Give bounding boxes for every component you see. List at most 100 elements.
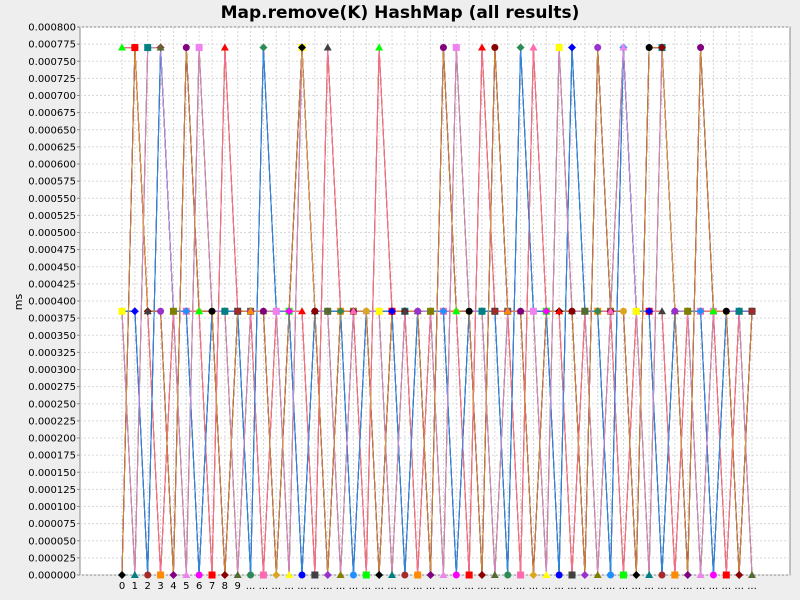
data-point	[362, 571, 370, 579]
x-tick-label: ...	[374, 581, 384, 592]
y-tick-label: 0.000025	[28, 553, 76, 564]
data-point	[490, 571, 499, 578]
data-point	[400, 307, 409, 315]
y-tick-label: 0.000325	[28, 348, 76, 359]
data-point	[221, 307, 229, 315]
data-point	[709, 571, 717, 579]
data-point	[285, 307, 294, 316]
y-tick-label: 0.000050	[28, 536, 76, 547]
x-tick-label: ...	[297, 581, 307, 592]
data-point	[671, 571, 679, 579]
data-point	[452, 571, 460, 579]
data-point	[684, 307, 692, 315]
data-point	[555, 571, 563, 579]
data-point	[388, 307, 396, 316]
data-point	[452, 44, 460, 52]
data-point	[169, 571, 178, 579]
x-tick-label: ...	[246, 581, 256, 592]
x-tick-label: ...	[310, 581, 320, 592]
y-tick-label: 0.000750	[28, 57, 76, 68]
data-point	[208, 307, 216, 315]
y-tick-label: 0.000275	[28, 382, 76, 393]
data-point	[439, 307, 448, 316]
data-point	[465, 307, 473, 315]
y-tick-label: 0.000225	[28, 416, 76, 427]
data-point	[504, 571, 512, 579]
x-tick-label: ...	[439, 581, 449, 592]
data-point	[529, 571, 538, 579]
data-point	[658, 43, 666, 52]
x-tick-label: 2	[145, 581, 151, 592]
data-point	[130, 571, 139, 578]
x-tick-label: ...	[529, 581, 539, 592]
data-point	[645, 571, 654, 578]
y-tick-label: 0.000775	[28, 40, 76, 51]
data-point	[272, 307, 280, 315]
y-tick-label: 0.000600	[28, 160, 76, 171]
series-line	[121, 47, 753, 576]
data-point	[401, 571, 409, 579]
data-point	[697, 44, 705, 52]
x-tick-label: ...	[400, 581, 410, 592]
x-tick-label: 1	[132, 581, 138, 592]
data-point	[465, 571, 473, 579]
data-point	[683, 571, 692, 579]
data-point	[478, 43, 486, 51]
data-point	[233, 571, 242, 578]
y-tick-label: 0.000700	[28, 91, 76, 102]
data-point	[375, 307, 383, 315]
data-point	[259, 307, 267, 315]
data-point	[324, 307, 332, 315]
data-point	[182, 44, 190, 52]
y-tick-label: 0.000300	[28, 365, 76, 376]
data-point	[555, 44, 563, 52]
data-point	[568, 43, 576, 52]
x-tick-label: ...	[747, 581, 757, 592]
x-tick-label: 4	[170, 581, 176, 592]
data-point	[118, 571, 126, 579]
x-tick-label: ...	[734, 581, 744, 592]
x-tick-label: ...	[696, 581, 706, 592]
x-tick-label: 9	[235, 581, 241, 592]
data-point	[156, 43, 165, 51]
data-point	[143, 307, 152, 315]
data-point	[478, 571, 486, 579]
y-tick-label: 0.000475	[28, 245, 76, 256]
x-tick-label: ...	[632, 581, 642, 592]
x-tick-label: ...	[387, 581, 397, 592]
data-point	[182, 571, 191, 578]
data-point	[645, 307, 654, 316]
x-tick-label: ...	[362, 581, 372, 592]
y-axis-label: ms	[12, 294, 25, 311]
x-tick-label: 8	[222, 581, 228, 592]
data-point	[157, 571, 165, 579]
x-tick-label: ...	[503, 581, 513, 592]
chart-title: Map.remove(K) HashMap (all results)	[220, 3, 580, 23]
x-tick-label: ...	[722, 581, 732, 592]
y-tick-label: 0.000075	[28, 519, 76, 530]
x-tick-label: ...	[349, 581, 359, 592]
x-tick-label: ...	[683, 581, 693, 592]
data-point	[593, 571, 602, 578]
y-tick-label: 0.000575	[28, 177, 76, 188]
x-tick-label: ...	[709, 581, 719, 592]
x-tick-label: ...	[670, 581, 680, 592]
data-point	[144, 571, 152, 579]
data-point	[388, 571, 396, 578]
x-tick-label: ...	[593, 581, 603, 592]
data-point	[414, 307, 422, 315]
data-point	[555, 307, 564, 315]
data-point	[285, 571, 294, 578]
data-point	[311, 307, 319, 315]
data-point	[606, 307, 615, 315]
y-tick-label: 0.000800	[28, 23, 76, 34]
y-tick-label: 0.000100	[28, 502, 76, 513]
data-point	[272, 571, 281, 579]
y-tick-label: 0.000725	[28, 74, 76, 85]
y-tick-label: 0.000500	[28, 228, 76, 239]
data-point	[375, 43, 384, 51]
data-point	[568, 571, 576, 579]
x-tick-label: ...	[580, 581, 590, 592]
y-tick-label: 0.000250	[28, 399, 76, 410]
